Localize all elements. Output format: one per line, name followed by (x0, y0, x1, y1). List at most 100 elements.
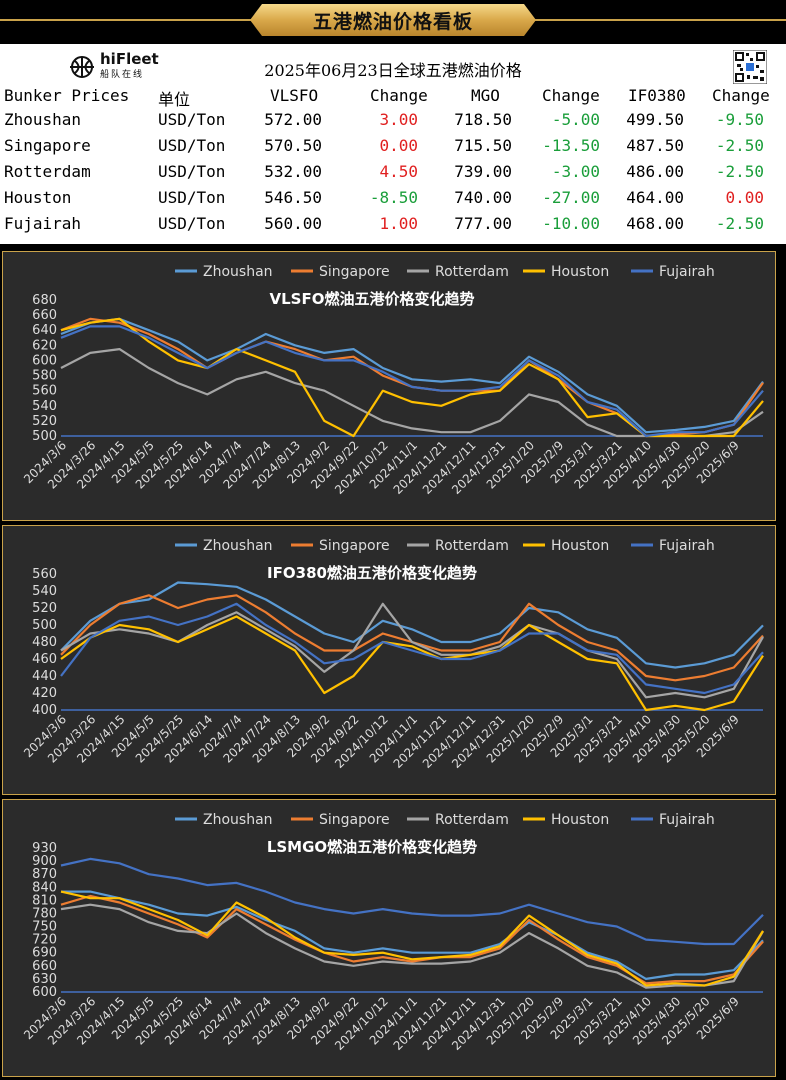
table-title: 2025年06月23日全球五港燃油价格 (264, 61, 522, 80)
unit-cell: USD/Ton (158, 214, 226, 233)
port-cell: Fujairah (4, 214, 82, 233)
unit-cell: USD/Ton (158, 162, 226, 181)
y-tick-label: 870 (32, 867, 57, 882)
legend-label: Houston (551, 812, 609, 828)
legend-label: Fujairah (659, 264, 715, 280)
y-tick-label: 580 (32, 369, 57, 384)
legend-label: Singapore (319, 812, 390, 828)
legend-item: Singapore (291, 538, 390, 554)
y-tick-label: 520 (32, 601, 57, 616)
legend-label: Rotterdam (435, 538, 509, 554)
ifo380-price: 486.00 (626, 162, 684, 181)
vlsfo-price: 532.00 (264, 162, 322, 181)
column-header: VLSFO (270, 86, 319, 105)
y-tick-label: 460 (32, 652, 57, 667)
table-row: Rotterdam USD/Ton 532.00 4.50 739.00 -3.00 486… (0, 162, 786, 188)
series-line-houston (60, 890, 764, 987)
port-cell: Rotterdam (4, 162, 91, 181)
ifo380-price: 499.50 (626, 110, 684, 129)
qr-code-icon (733, 50, 767, 84)
y-tick-label: 400 (32, 703, 57, 718)
vlsfo-price: 570.50 (264, 136, 322, 155)
chart-title: LSMGO燃油五港价格变化趋势 (267, 838, 477, 856)
mgo-price: 740.00 (454, 188, 512, 207)
title-banner: 五港燃油价格看板 (0, 0, 786, 40)
series-line-singapore (60, 894, 764, 985)
ifo380-change: 0.00 (725, 188, 764, 207)
series-line-zhoushan (60, 317, 764, 434)
ifo380-price: 464.00 (626, 188, 684, 207)
y-tick-label: 600 (32, 985, 57, 1000)
y-tick-label: 640 (32, 323, 57, 338)
series-line-fujairah (60, 602, 764, 695)
legend-label: Singapore (319, 538, 390, 554)
y-tick-label: 480 (32, 635, 57, 650)
ifo380-chart-panel: Zhoushan Singapore Rotterdam Houston Fujaira… (2, 525, 776, 795)
y-tick-label: 900 (32, 854, 57, 869)
y-tick-label: 500 (32, 429, 57, 444)
legend-item: Zhoushan (175, 538, 273, 554)
ifo380-price: 487.50 (626, 136, 684, 155)
mgo-price: 739.00 (454, 162, 512, 181)
legend-item: Rotterdam (407, 264, 509, 280)
y-tick-label: 840 (32, 880, 57, 895)
legend-item: Fujairah (631, 812, 715, 828)
legend-item: Houston (523, 264, 609, 280)
y-tick-label: 540 (32, 399, 57, 414)
banner-shape (0, 4, 786, 36)
y-tick-label: 660 (32, 959, 57, 974)
series-line-houston (60, 615, 764, 712)
vlsfo-change: 4.50 (379, 162, 418, 181)
port-cell: Houston (4, 188, 72, 207)
mgo-change: -27.00 (542, 188, 600, 207)
mgo-price: 718.50 (454, 110, 512, 129)
vlsfo-chart-panel: Zhoushan Singapore Rotterdam Houston Fujaira… (2, 251, 776, 521)
legend-label: Rotterdam (435, 812, 509, 828)
legend-label: Rotterdam (435, 264, 509, 280)
vlsfo-change: 0.00 (379, 136, 418, 155)
y-tick-label: 660 (32, 308, 57, 323)
y-tick-label: 560 (32, 384, 57, 399)
series-line-zhoushan (60, 581, 764, 669)
unit-cell: USD/Ton (158, 136, 226, 155)
legend-item: Singapore (291, 812, 390, 828)
dashboard-title: 五港燃油价格看板 (312, 11, 473, 33)
vlsfo-chart: Zhoushan Singapore Rotterdam Houston Fujaira… (21, 264, 764, 497)
y-tick-label: 520 (32, 414, 57, 429)
vlsfo-price: 546.50 (264, 188, 322, 207)
legend-item: Singapore (291, 264, 390, 280)
table-header-row: Bunker Prices 单位 VLSFO Change MGO Change… (0, 86, 786, 112)
legend-item: Zhoushan (175, 812, 273, 828)
column-header: Bunker Prices (4, 86, 130, 105)
column-header: Change (370, 86, 428, 105)
mgo-change: -3.00 (551, 162, 600, 181)
y-tick-label: 720 (32, 933, 57, 948)
unit-cell: USD/Ton (158, 188, 226, 207)
vlsfo-change: 3.00 (379, 110, 418, 129)
vlsfo-price: 560.00 (264, 214, 322, 233)
mgo-price: 715.50 (454, 136, 512, 155)
price-table-panel: hiFleet 船队在线 2025年06月23日全球五港燃油价格 Bunker … (0, 44, 786, 244)
y-tick-label: 440 (32, 669, 57, 684)
table-row: Singapore USD/Ton 570.50 0.00 715.50 -13.50 48… (0, 136, 786, 162)
ifo380-change: -9.50 (715, 110, 764, 129)
vlsfo-change: 1.00 (379, 214, 418, 233)
ifo380-price: 468.00 (626, 214, 684, 233)
column-header: MGO (471, 86, 500, 105)
series-line-zhoushan (61, 890, 764, 980)
legend-item: Fujairah (631, 264, 715, 280)
legend-label: Fujairah (659, 538, 715, 554)
hifleet-logo-icon (70, 56, 94, 78)
legend-label: Houston (551, 264, 609, 280)
legend-item: Zhoushan (175, 264, 273, 280)
vlsfo-change: -8.50 (369, 188, 418, 207)
port-cell: Singapore (4, 136, 91, 155)
column-header: Change (542, 86, 600, 105)
port-cell: Zhoushan (4, 110, 82, 129)
y-tick-label: 620 (32, 338, 57, 353)
mgo-change: -5.00 (551, 110, 600, 129)
table-row: Houston USD/Ton 546.50 -8.50 740.00 -27.00 464… (0, 188, 786, 214)
legend-item: Fujairah (631, 538, 715, 554)
y-tick-label: 750 (32, 920, 57, 935)
y-tick-label: 540 (32, 584, 57, 599)
